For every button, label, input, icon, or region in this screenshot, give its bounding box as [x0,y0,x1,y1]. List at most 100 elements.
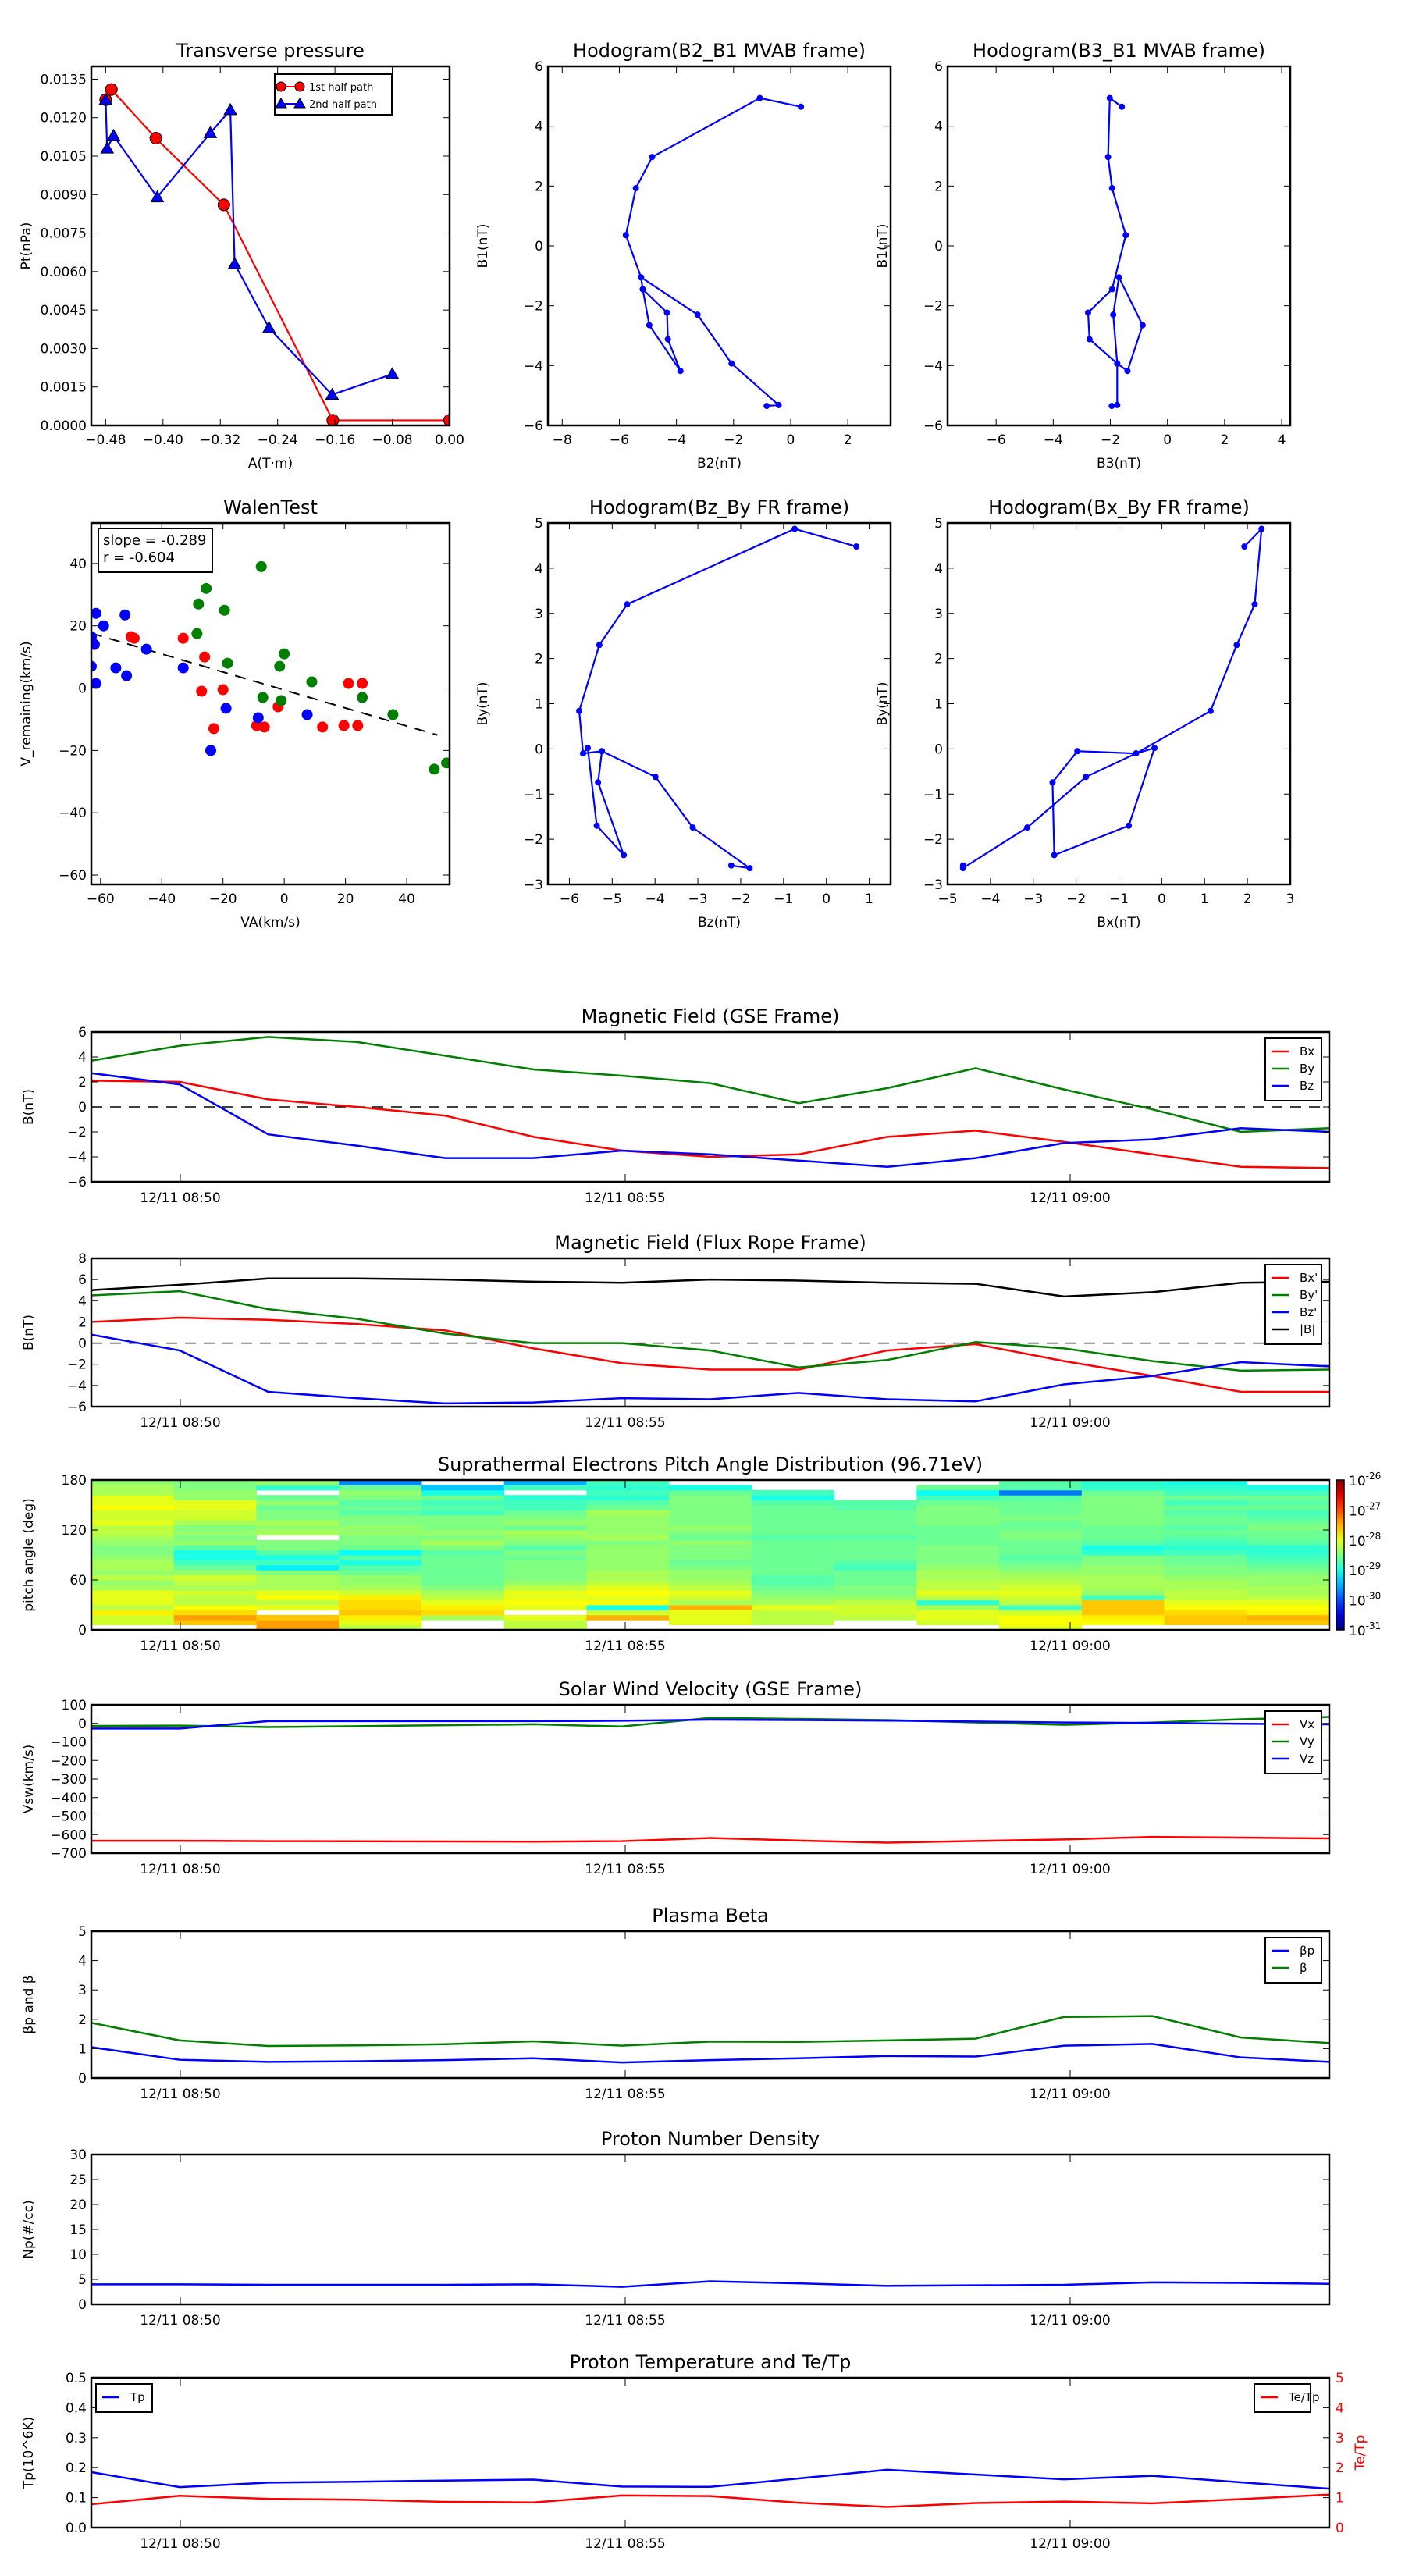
legend-label: Bx' [1300,1271,1318,1285]
y-tick-label: −4 [67,1379,87,1394]
x-tick-label: 0.00 [435,432,464,448]
y-tick-label: 10 [69,2247,87,2263]
x-tick-label: 12/11 08:55 [585,1415,665,1431]
heatmap-cell [339,1570,422,1576]
heatmap-cell [421,1520,505,1526]
heatmap-cell [91,1489,175,1496]
data-point [646,322,653,329]
series-line-by [91,1290,1329,1372]
heatmap-cell [834,1500,917,1506]
heatmap-cell [669,1580,752,1585]
heatmap-cell [339,1485,422,1491]
chart-magnetic-field-gse: Magnetic Field (GSE Frame) −6 −4 −2 0 2 4 6 12/1… [21,1005,1331,1206]
colorbar-tick-label: 10-31 [1349,1621,1381,1639]
legend-marker [276,81,286,92]
x-tick-label: −4 [980,891,1000,907]
heatmap-cell [421,1555,505,1560]
heatmap-cell [586,1580,670,1585]
heatmap-cell [339,1520,422,1526]
series-line-np [91,2280,1329,2288]
data-point [959,862,966,869]
heatmap-cell [1081,1560,1165,1566]
heatmap-cell [669,1495,752,1501]
y-tick-label: 0.5 [66,2371,87,2386]
heatmap-column [1247,1485,1330,1626]
heatmap-cell [421,1545,505,1551]
heatmap-cell [503,1585,587,1591]
data-point [201,582,212,594]
heatmap-cell [173,1530,257,1535]
heatmap-cell [1081,1564,1165,1571]
data-point [798,103,805,110]
heatmap-cell [669,1520,752,1526]
heatmap-cell [916,1595,1000,1601]
heatmap-cell [1247,1510,1330,1516]
heatmap-cell [256,1620,340,1626]
x-tick-label: 2 [844,432,852,448]
heatmap-cell [669,1585,752,1591]
heatmap-cell [586,1545,670,1551]
heatmap-cell [834,1599,917,1606]
heatmap-cell [91,1500,175,1506]
heatmap-cell [91,1535,175,1541]
heatmap-cell [1081,1585,1165,1591]
heatmap-cell [669,1614,752,1621]
chart-hodogram-bx-by: Hodogram(Bx_By FR frame) −3 −2 −1 0 1 2 3 4 5 −5 −4… [875,496,1294,930]
heatmap-cell [339,1564,422,1571]
data-point [1108,286,1115,293]
y-tick-label: 6 [934,59,943,75]
x-tick-label: −4 [646,891,665,907]
legend-label: By' [1300,1288,1318,1302]
heatmap-cell [1164,1550,1247,1556]
data-point [622,232,629,239]
heatmap-cell [91,1570,175,1576]
heatmap-column [173,1480,257,1626]
heatmap-cell [1247,1489,1330,1496]
heatmap-cell [751,1545,835,1551]
axes-frame [90,1478,1331,1631]
heatmap-cell [669,1574,752,1581]
data-point [220,703,232,714]
heatmap-cell [751,1525,835,1531]
series-y-component [191,560,450,775]
heatmap-cell [173,1564,257,1571]
data-point [106,128,121,141]
heatmap-cell [1164,1585,1247,1591]
legend-label: Bz [1300,1079,1314,1093]
heatmap-cell [669,1595,752,1601]
data-point [677,368,684,375]
y-tick-label: 0.0045 [41,303,87,318]
x-tick-label: 12/11 08:50 [140,1415,220,1431]
data-point [217,198,230,212]
heatmap-cell [586,1599,670,1606]
heatmap-cell [586,1520,670,1526]
data-point [121,670,133,681]
heatmap-cell [173,1589,257,1596]
heatmap-cell [173,1545,257,1551]
heatmap-cell [916,1610,1000,1616]
heatmap-cell [503,1550,587,1556]
heatmap-cell [173,1535,257,1541]
heatmap-cell [173,1550,257,1556]
y-tick-label: −2 [67,1125,87,1140]
heatmap-cell [256,1595,340,1601]
heatmap-cell [586,1570,670,1576]
data-point [595,779,602,786]
heatmap-cell [669,1560,752,1566]
heatmap-cell [339,1495,422,1501]
heatmap-cell [256,1520,340,1526]
series-line-vz [91,1718,1329,1730]
heatmap-cell [421,1505,505,1510]
data-point [639,286,646,293]
heatmap-cell [91,1589,175,1596]
heatmap-cell [503,1599,587,1606]
series-bx_by [959,525,1265,872]
data-point [443,414,450,425]
series-line [105,99,393,396]
heatmap-cell [1081,1610,1165,1616]
x-axis-label: B3(nT) [1097,456,1141,471]
data-point [694,311,701,318]
heatmap-cell [1247,1550,1330,1556]
data-point [205,745,216,756]
data-point [199,651,211,663]
